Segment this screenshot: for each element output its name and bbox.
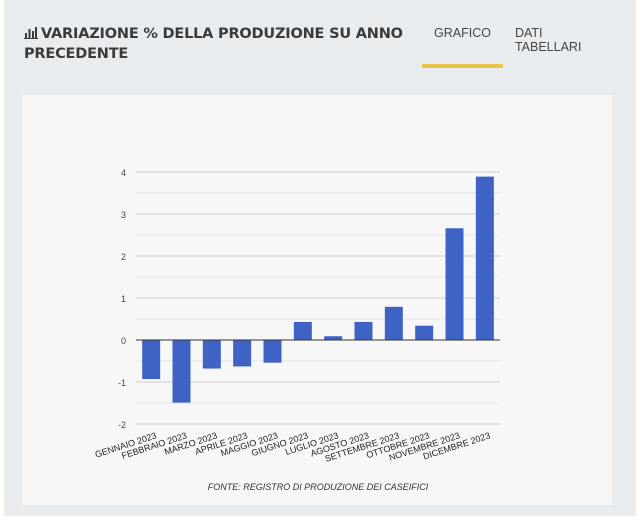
y-tick-label: 2 (121, 252, 126, 262)
tab-dati-tabellari[interactable]: DATI TABELLARI (514, 26, 582, 54)
bar (415, 325, 434, 340)
bar (202, 340, 221, 369)
y-tick-label: 1 (121, 294, 126, 304)
tab-grafico[interactable]: GRAFICO (422, 24, 503, 68)
bar (233, 340, 252, 367)
y-tick-label: 3 (121, 210, 126, 220)
bar (384, 306, 403, 340)
y-tick-label: 4 (121, 168, 126, 178)
bar (445, 228, 464, 340)
chart-source: FONTE: REGISTRO DI PRODUZIONE DEI CASEIF… (208, 482, 429, 492)
chart-card: 4 3 2 1 0 -1 -2 GENNAIO 2023 FEBBRAIO 2023 MARZO … (22, 95, 612, 505)
bar (475, 176, 494, 340)
bar (293, 321, 312, 340)
bar (354, 321, 373, 340)
y-tick-label: -2 (118, 420, 126, 430)
y-tick-label: 0 (121, 336, 126, 346)
chart-title: VARIAZIONE % DELLA PRODUZIONE SU ANNO PR… (24, 24, 404, 64)
bar-chart-icon (24, 27, 38, 39)
bar (324, 336, 343, 340)
view-tabs: GRAFICO DATI TABELLARI (422, 24, 636, 68)
bar (263, 340, 282, 363)
y-tick-label: -1 (118, 378, 126, 388)
bar (142, 340, 161, 380)
bar (172, 340, 191, 403)
chart-title-text: VARIAZIONE % DELLA PRODUZIONE SU ANNO PR… (24, 26, 403, 62)
